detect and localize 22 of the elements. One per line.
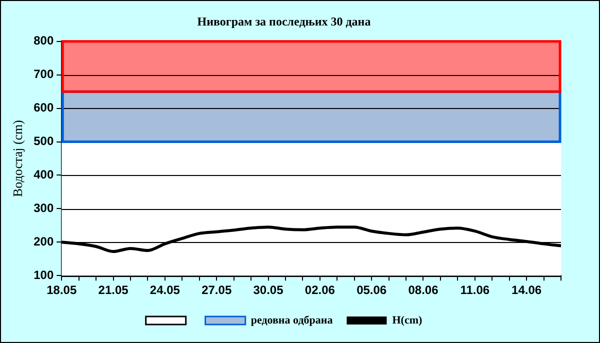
y-tick-label: 300: [34, 201, 54, 215]
x-tick-label: 14.06: [512, 283, 542, 298]
x-tick-label: 30.05: [253, 283, 284, 298]
y-tick-label: 600: [34, 100, 54, 115]
x-tick-label: 02.06: [304, 283, 336, 298]
x-tick-label: 24.05: [150, 283, 180, 298]
x-tick-label: 21.05: [98, 283, 129, 298]
legend-label: H(cm): [392, 314, 422, 326]
y-tick-label: 700: [34, 67, 54, 82]
legend-label: редовна одбрана: [250, 314, 334, 326]
x-tick-label: 27.05: [202, 283, 232, 298]
chart-title: Нивограм за последњих 30 дана: [197, 14, 371, 28]
x-tick-label: 11.06: [460, 283, 490, 298]
y-tick-label: 400: [34, 168, 54, 182]
x-tick-label: 05.06: [356, 283, 387, 298]
y-tick-label: 800: [34, 34, 54, 48]
y-tick-label: 200: [34, 234, 54, 248]
y-tick-label: 500: [34, 134, 54, 148]
x-tick-label: 18.05: [46, 283, 77, 298]
y-tick-label: 100: [34, 268, 54, 282]
y-axis-title: Водостај (cm): [10, 120, 26, 198]
x-tick-label: 08.06: [408, 283, 439, 298]
